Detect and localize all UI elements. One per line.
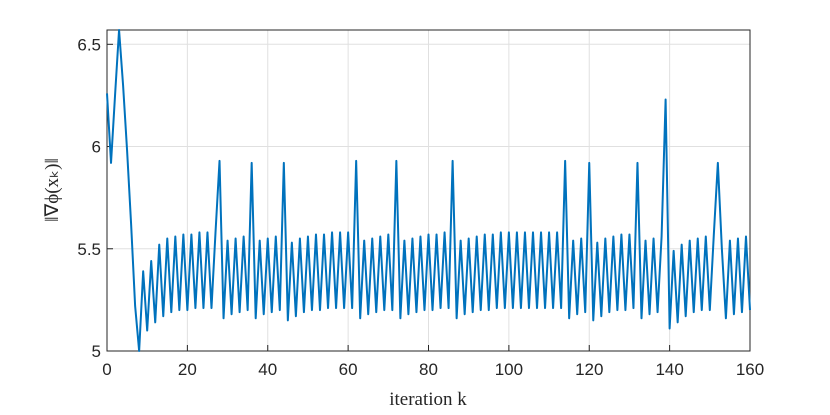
y-tick-label: 6.5 bbox=[77, 35, 101, 54]
x-tick-label: 80 bbox=[419, 360, 438, 379]
x-tick-label: 100 bbox=[495, 360, 523, 379]
data-line bbox=[106, 29, 751, 352]
y-tick-label: 5.5 bbox=[77, 240, 101, 259]
x-axis-label: iteration k bbox=[389, 389, 467, 410]
x-tick-label: 0 bbox=[102, 360, 111, 379]
x-tick-label: 140 bbox=[655, 360, 683, 379]
x-tick-label: 40 bbox=[258, 360, 277, 379]
y-tick-label: 5 bbox=[92, 342, 101, 361]
x-tick-label: 60 bbox=[339, 360, 358, 379]
plot-frame bbox=[106, 29, 751, 352]
y-tick-label: 6 bbox=[92, 138, 101, 157]
x-tick-label: 160 bbox=[736, 360, 764, 379]
y-axis-label: ‖∇ϕ(xₖ)‖ bbox=[42, 158, 63, 222]
x-tick-label: 120 bbox=[575, 360, 603, 379]
x-tick-label: 20 bbox=[178, 360, 197, 379]
